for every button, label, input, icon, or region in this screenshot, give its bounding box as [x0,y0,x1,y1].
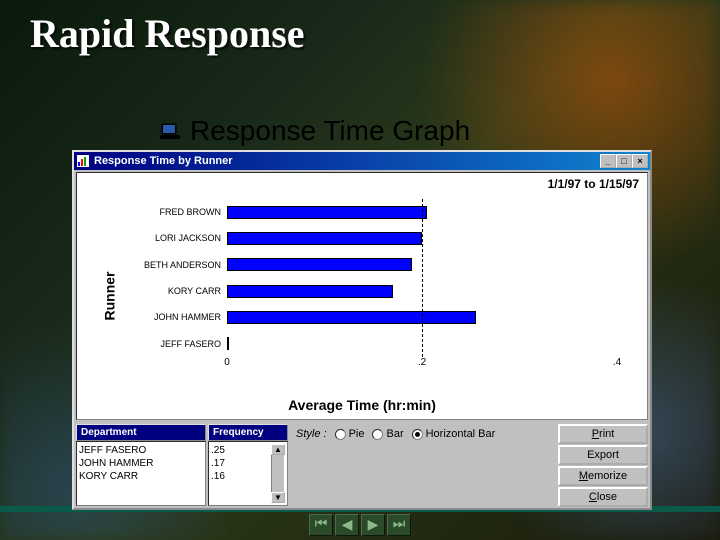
bar-label: JOHN HAMMER [121,312,221,322]
scroll-up-button[interactable]: ▲ [271,444,285,455]
bar [227,337,229,350]
style-selector: Style : Pie Bar Horizontal Bar [290,424,556,506]
bar [227,258,412,271]
slide-title: Rapid Response [30,10,305,57]
export-button[interactable]: Export [558,445,648,465]
scroll-down-button[interactable]: ▼ [271,492,285,503]
list-item[interactable]: JOHN HAMMER [79,457,203,470]
list-item[interactable]: KORY CARR [79,470,203,483]
radio-icon [335,429,346,440]
list-item[interactable]: .16 [211,470,271,483]
frequency-list[interactable]: .25.17.16 ▲ ▼ [208,441,288,506]
maximize-button[interactable]: □ [616,154,632,168]
slide-subtitle: Response Time Graph [190,115,470,147]
bar [227,206,427,219]
department-list[interactable]: JEFF FASEROJOHN HAMMERKORY CARR [76,441,206,506]
bar [227,232,422,245]
window-title: Response Time by Runner [94,155,600,167]
bars-region: FRED BROWNLORI JACKSONBETH ANDERSONKORY … [227,199,617,357]
bar-label: KORY CARR [121,286,221,296]
minimize-button[interactable]: _ [600,154,616,168]
bar [227,311,476,324]
bar-label: LORI JACKSON [121,233,221,243]
date-range: 1/1/97 to 1/15/97 [548,177,639,191]
radio-bar[interactable]: Bar [372,428,403,440]
radio-label: Bar [386,428,403,440]
bar [227,285,393,298]
x-axis-ticks: 0.2.4 [227,357,617,371]
list-item[interactable]: .17 [211,457,271,470]
x-tick: 0 [224,357,230,368]
x-tick: .4 [613,357,621,368]
y-axis-label: Runner [102,272,118,321]
title-bar: Response Time by Runner _ □ × [74,152,650,170]
nav-next-button[interactable]: ▶ [361,514,385,536]
radio-label: Pie [349,428,365,440]
action-buttons: Print Export Memorize Close [558,424,648,506]
slide-nav: ⏮ ◀ ▶ ⏭ [309,514,411,536]
style-label: Style : [296,428,327,440]
frequency-header: Frequency [208,424,288,441]
computer-icon [160,123,180,139]
x-axis-label: Average Time (hr:min) [288,397,436,413]
nav-first-button[interactable]: ⏮ [309,514,333,536]
bottom-panel: Department JEFF FASEROJOHN HAMMERKORY CA… [74,422,650,508]
chart-area: 1/1/97 to 1/15/97 Runner Average Time (h… [76,172,648,420]
subtitle-row: Response Time Graph [160,115,470,147]
app-icon [76,154,90,168]
bar-label: JEFF FASERO [121,339,221,349]
bar-label: FRED BROWN [121,207,221,217]
memorize-button[interactable]: Memorize [558,466,648,486]
radio-icon [372,429,383,440]
radio-pie[interactable]: Pie [335,428,365,440]
app-window: Response Time by Runner _ □ × 1/1/97 to … [72,150,652,510]
chart-body: FRED BROWN LORI JACKSON BETH ANDERSON KORY … [117,199,627,379]
list-item[interactable]: JEFF FASERO [79,444,203,457]
print-button[interactable]: Print [558,424,648,444]
nav-prev-button[interactable]: ◀ [335,514,359,536]
radio-label: Horizontal Bar [426,428,496,440]
close-window-button[interactable]: Close [558,487,648,507]
bar-label: BETH ANDERSON [121,260,221,270]
nav-last-button[interactable]: ⏭ [387,514,411,536]
radio-horizontal-bar[interactable]: Horizontal Bar [412,428,496,440]
x-tick: .2 [418,357,426,368]
list-item[interactable]: .25 [211,444,271,457]
reference-line [422,199,423,357]
close-button[interactable]: × [632,154,648,168]
department-header: Department [76,424,206,441]
radio-icon [412,429,423,440]
